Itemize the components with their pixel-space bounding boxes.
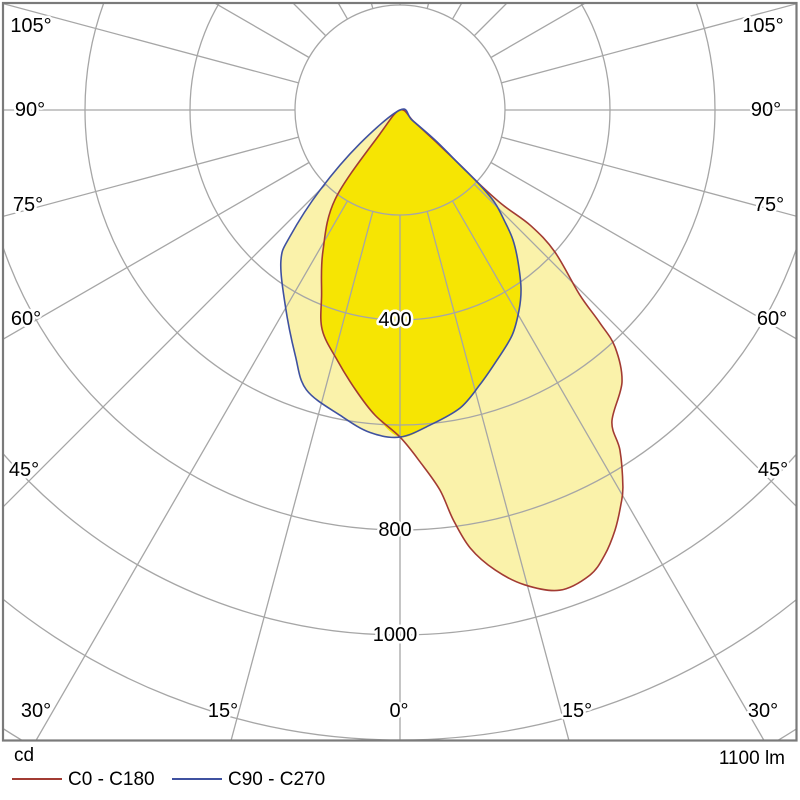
grid-ray bbox=[490, 161, 797, 340]
legend-swatch-c90-c270 bbox=[172, 778, 222, 780]
angle-label-7: 0° bbox=[389, 700, 408, 722]
grid-ray bbox=[3, 3, 299, 84]
angle-label-0: 105° bbox=[10, 15, 51, 37]
angle-label-14: 105° bbox=[742, 15, 783, 37]
angle-label-2: 75° bbox=[13, 194, 43, 216]
angle-label-6: 15° bbox=[208, 700, 238, 722]
angle-label-13: 90° bbox=[751, 99, 781, 121]
angle-label-10: 45° bbox=[758, 459, 788, 481]
grid-ray bbox=[451, 200, 765, 741]
angle-label-4: 45° bbox=[9, 459, 39, 481]
legend-label-c90-c270: C90 - C270 bbox=[228, 769, 326, 790]
legend-swatch-c0-c180 bbox=[12, 778, 62, 780]
polar-chart: 400 800 1000 105° 90° 75° 60° 45° 30° 15° 0° 15° 30°… bbox=[1, 1, 798, 742]
ring-label-1000: 1000 bbox=[373, 624, 418, 646]
grid-ray bbox=[426, 3, 430, 9]
grid-ray bbox=[3, 183, 327, 508]
angle-label-1: 90° bbox=[15, 99, 45, 121]
grid-ray bbox=[3, 161, 310, 340]
plot-area bbox=[3, 3, 797, 741]
angle-label-3: 60° bbox=[11, 308, 41, 330]
c90-c270-curve bbox=[279, 108, 522, 439]
ring-label-800: 800 bbox=[378, 519, 411, 541]
angle-label-9: 30° bbox=[748, 700, 778, 722]
angle-label-12: 75° bbox=[754, 194, 784, 216]
lobe-overlap-fill bbox=[320, 109, 522, 438]
grid-ray bbox=[230, 211, 374, 741]
grid-ray bbox=[501, 136, 797, 217]
chart-footer: cd 1100 lm C0 - C180 C90 - C270 bbox=[0, 742, 800, 800]
grid-ray bbox=[426, 211, 570, 741]
grid-ray bbox=[35, 200, 349, 741]
unit-label: cd bbox=[14, 745, 35, 766]
c0-c180-curve bbox=[319, 108, 624, 592]
legend-label-c0-c180: C0 - C180 bbox=[68, 769, 155, 790]
angle-label-8: 15° bbox=[562, 700, 592, 722]
grid-ray bbox=[501, 3, 797, 84]
angle-label-11: 60° bbox=[757, 308, 787, 330]
ring-label-400: 400 bbox=[378, 309, 411, 331]
grid-ray bbox=[370, 3, 374, 9]
angle-label-5: 30° bbox=[21, 700, 51, 722]
plot-border bbox=[1, 1, 798, 742]
luminous-flux-label: 1100 lm bbox=[718, 748, 785, 769]
grid-ray bbox=[3, 136, 299, 218]
grid-ray bbox=[473, 183, 797, 508]
